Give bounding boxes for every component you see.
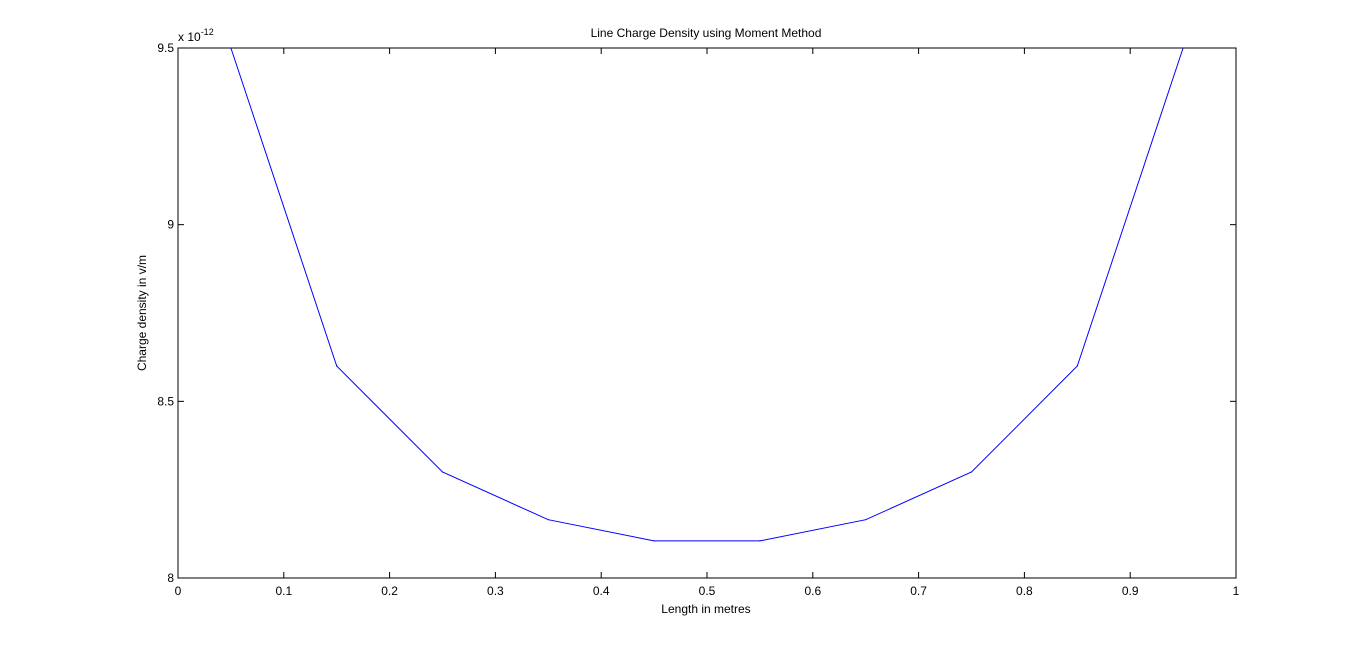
x-tick-label: 0.1 [275, 584, 292, 598]
y-exponent-power: -12 [201, 27, 214, 37]
x-tick-label: 0.9 [1122, 584, 1139, 598]
data-point [441, 471, 444, 473]
plot-area [177, 47, 1237, 579]
x-tick-label: 0.2 [381, 584, 398, 598]
y-tick-label: 8 [167, 571, 174, 585]
data-point [865, 519, 867, 521]
series-line [230, 47, 1184, 542]
y-exponent: x 10-12 [178, 27, 214, 44]
y-axis-label: Charge density in v/m [135, 255, 149, 371]
data-layer [230, 47, 1184, 542]
data-point [547, 519, 549, 521]
y-exponent-base: x 10 [178, 30, 201, 44]
x-axis-label: Length in metres [661, 602, 750, 616]
y-tick-label: 9 [167, 218, 174, 232]
data-point [336, 365, 338, 367]
x-tick-label: 0.4 [593, 584, 610, 598]
data-point [970, 471, 973, 473]
x-tick-label: 1 [1233, 584, 1240, 598]
x-tick-label: 0 [175, 584, 182, 598]
x-tick-label: 0.6 [804, 584, 821, 598]
y-tick-label: 9.5 [157, 41, 174, 55]
x-tick-label: 0.8 [1016, 584, 1033, 598]
x-tick-label: 0.5 [699, 584, 716, 598]
x-tick-label: 0.7 [910, 584, 927, 598]
x-axis-ticks: 0 0.1 0.2 0.3 0.4 0.5 0.6 0.7 0.8 0.9 1 [175, 48, 1240, 598]
data-point [1182, 47, 1184, 49]
data-point [230, 47, 232, 49]
x-tick-label: 0.3 [487, 584, 504, 598]
data-point [1076, 365, 1078, 367]
y-axis-ticks: 8 8.5 9 9.5 [157, 41, 1236, 585]
data-point [653, 540, 655, 542]
data-point [759, 540, 761, 542]
y-tick-label: 8.5 [157, 394, 174, 408]
chart-title: Line Charge Density using Moment Method [591, 26, 822, 40]
